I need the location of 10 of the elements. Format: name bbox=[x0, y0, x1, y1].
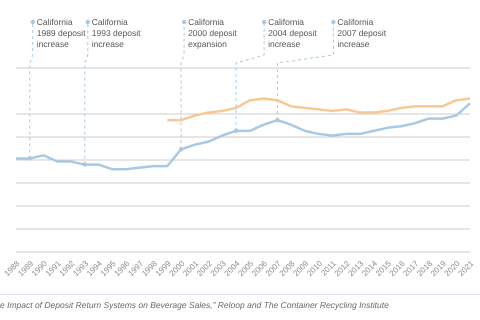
point bbox=[82, 162, 87, 167]
annotation: California 1989 deposit increase bbox=[36, 17, 86, 49]
point bbox=[178, 147, 184, 152]
annotation: California 1993 deposit increase bbox=[92, 17, 142, 49]
text: e Impact of Deposit Return Systems on Beverage Sales,” Reloop and The Container Recycling Institute bbox=[0, 300, 390, 310]
point bbox=[28, 156, 32, 161]
annotation: California 2004 deposit increase bbox=[268, 17, 318, 49]
annotation: California 2007 deposit increase bbox=[337, 17, 387, 49]
point bbox=[275, 118, 280, 122]
annotation: California 2000 deposit expansion bbox=[188, 17, 238, 49]
